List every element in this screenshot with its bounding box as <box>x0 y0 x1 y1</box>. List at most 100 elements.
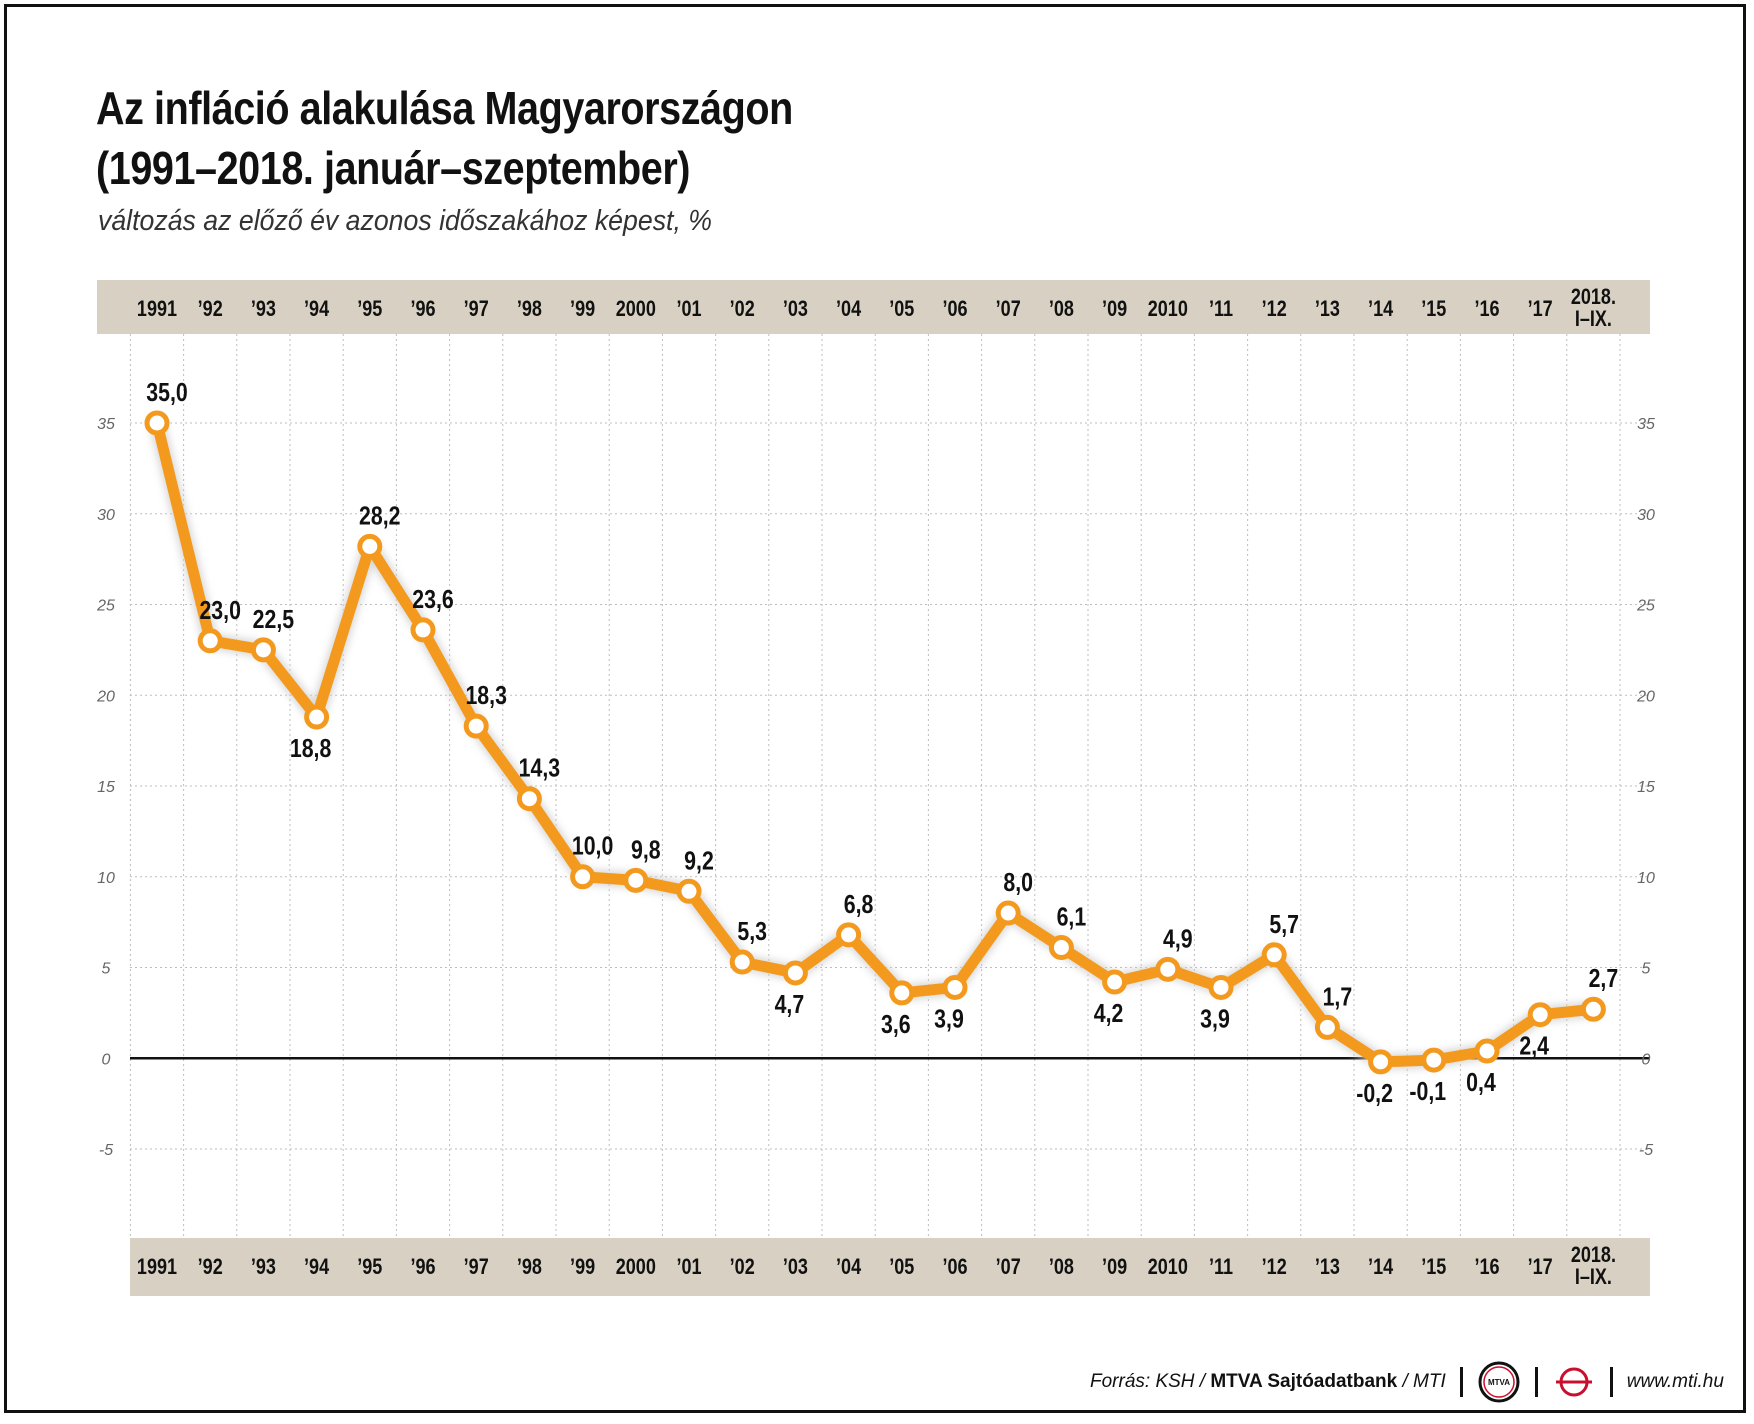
x-tick-label-top: ’97 <box>464 297 489 321</box>
x-tick-label-top: ’99 <box>570 297 595 321</box>
data-point <box>836 922 862 948</box>
chart-subtitle: változás az előző év azonos időszakához … <box>98 205 712 237</box>
data-point <box>995 900 1021 926</box>
data-label: -0,2 <box>1356 1079 1393 1109</box>
x-tick-label-bottom: ’15 <box>1421 1255 1446 1279</box>
x-tick-label-top: ’07 <box>996 297 1021 321</box>
title-line-1: Az infláció alakulása Magyarországon <box>96 82 793 134</box>
x-tick-label-top: ’93 <box>251 297 276 321</box>
x-tick-label-top: ’98 <box>517 297 542 321</box>
data-label: 23,0 <box>199 596 240 626</box>
footer-divider <box>1534 1367 1538 1397</box>
data-point <box>1048 935 1074 961</box>
data-label: 3,9 <box>1200 1005 1230 1035</box>
footer-divider <box>1459 1367 1463 1397</box>
y-tick-label-right: 25 <box>1636 598 1655 615</box>
data-label: -0,1 <box>1409 1077 1446 1107</box>
x-tick-label-bottom: ’98 <box>517 1255 542 1279</box>
data-label: 28,2 <box>359 501 400 531</box>
x-tick-label-bottom: ’16 <box>1474 1255 1499 1279</box>
x-tick-label-line: I–IX. <box>1575 307 1612 331</box>
data-label: 35,0 <box>146 378 187 408</box>
x-tick-label-top: 2018. I–IX. <box>1571 285 1616 331</box>
data-point <box>250 637 276 663</box>
x-tick-label-bottom: ’97 <box>464 1255 489 1279</box>
data-label: 2,4 <box>1519 1032 1549 1062</box>
x-tick-label-top: ’08 <box>1049 297 1074 321</box>
x-tick-label-bottom: ’17 <box>1528 1255 1553 1279</box>
data-label: 4,2 <box>1094 999 1124 1029</box>
data-point <box>1527 1002 1553 1028</box>
y-tick-label-left: 10 <box>97 870 115 887</box>
top-axis-band <box>97 280 1650 334</box>
data-point <box>357 533 383 559</box>
data-point <box>1314 1014 1340 1040</box>
footer: Forrás: KSH / MTVA Sajtóadatbank / MTI M… <box>1090 1361 1724 1403</box>
x-tick-label-top: ’05 <box>889 297 914 321</box>
x-tick-label-bottom: ’01 <box>676 1255 701 1279</box>
data-label: 1,7 <box>1323 982 1353 1012</box>
source-credit: Forrás: KSH / MTVA Sajtóadatbank / MTI <box>1090 1371 1446 1393</box>
x-tick-label-top: ’94 <box>304 297 330 321</box>
y-tick-label-right: 20 <box>1636 688 1655 705</box>
footer-divider <box>1609 1367 1613 1397</box>
data-point <box>1102 969 1128 995</box>
data-point <box>1474 1038 1500 1064</box>
x-tick-label-line: 2018. <box>1571 285 1616 309</box>
x-tick-label-bottom: ’05 <box>889 1255 914 1279</box>
y-tick-label-right: -5 <box>1639 1142 1653 1159</box>
data-label: 18,3 <box>465 681 506 711</box>
x-tick-label-top: ’09 <box>1102 297 1127 321</box>
x-tick-label-line: I–IX. <box>1575 1265 1612 1289</box>
y-tick-label-right: 15 <box>1637 779 1655 796</box>
x-tick-label-top: 1991 <box>137 297 177 321</box>
data-point <box>463 713 489 739</box>
data-label: 3,6 <box>881 1010 911 1040</box>
x-tick-label-top: ’16 <box>1474 297 1499 321</box>
chart-title: Az infláció alakulása Magyarországon (19… <box>96 78 793 198</box>
x-tick-label-bottom: ’07 <box>996 1255 1021 1279</box>
x-tick-label-bottom: ’96 <box>410 1255 435 1279</box>
mtva-logo-icon: MTVA <box>1478 1361 1520 1403</box>
data-point <box>1368 1049 1394 1075</box>
data-label: 5,3 <box>737 917 767 947</box>
data-label: 9,8 <box>631 835 661 865</box>
x-tick-label-bottom: 2018. I–IX. <box>1571 1243 1616 1289</box>
x-tick-label-line: 2018. <box>1571 1243 1616 1267</box>
y-tick-label-left: 25 <box>96 598 115 615</box>
x-tick-label-top: ’11 <box>1209 297 1233 321</box>
bottom-axis-band <box>130 1238 1650 1296</box>
data-label: 4,7 <box>775 990 805 1020</box>
x-tick-label-bottom: ’02 <box>730 1255 755 1279</box>
y-tick-label-left: -5 <box>99 1142 113 1159</box>
data-label: 2,7 <box>1589 964 1619 994</box>
y-tick-label-right: 35 <box>1637 416 1655 433</box>
x-tick-label-top: ’02 <box>730 297 755 321</box>
data-label: 9,2 <box>684 846 714 876</box>
x-tick-label-top: ’01 <box>676 297 701 321</box>
data-point <box>1155 956 1181 982</box>
x-tick-label-top: ’15 <box>1421 297 1446 321</box>
data-label: 0,4 <box>1466 1068 1496 1098</box>
x-tick-label-bottom: ’92 <box>198 1255 223 1279</box>
x-tick-label-top: ’96 <box>410 297 435 321</box>
title-line-2: (1991–2018. január–szeptember) <box>96 142 691 194</box>
x-tick-label-top: ’92 <box>198 297 223 321</box>
x-tick-label-bottom: ’03 <box>783 1255 808 1279</box>
y-tick-label-left: 15 <box>97 779 115 796</box>
x-tick-label-top: ’03 <box>783 297 808 321</box>
y-tick-label-left: 0 <box>102 1051 111 1068</box>
website-link[interactable]: www.mti.hu <box>1626 1371 1724 1392</box>
y-tick-label-right: 0 <box>1642 1051 1651 1068</box>
x-tick-label-top: 2000 <box>616 297 656 321</box>
data-point <box>889 980 915 1006</box>
data-point <box>570 864 596 890</box>
x-tick-label-bottom: ’99 <box>570 1255 595 1279</box>
x-tick-label-bottom: ’14 <box>1368 1255 1394 1279</box>
x-tick-label-bottom: ’13 <box>1315 1255 1340 1279</box>
x-tick-label-bottom: ’94 <box>304 1255 330 1279</box>
x-tick-label-bottom: ’04 <box>836 1255 862 1279</box>
y-tick-label-left: 35 <box>97 416 115 433</box>
source-bold: MTVA Sajtóadatbank <box>1210 1371 1398 1392</box>
